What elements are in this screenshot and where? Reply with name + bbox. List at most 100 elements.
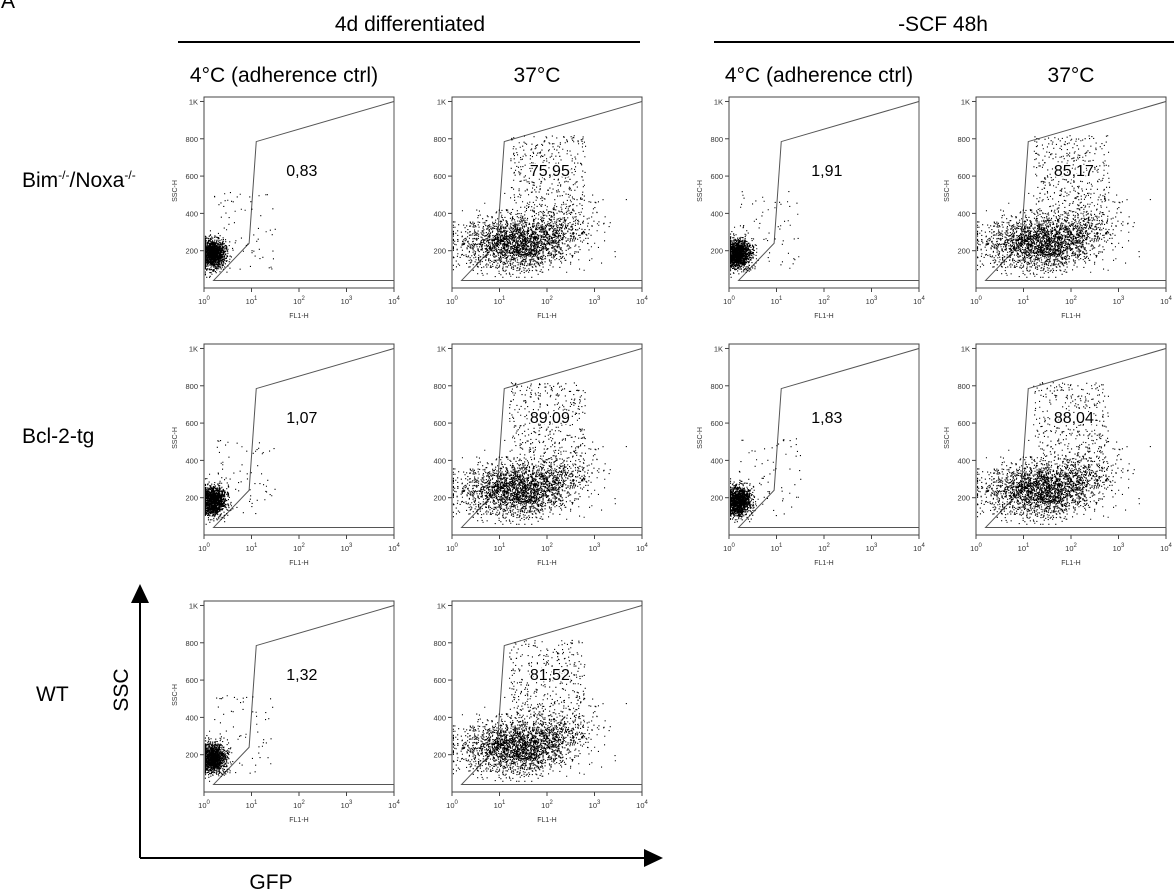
x-tick-label: 102 (541, 800, 553, 810)
y-axis-label: SSC-H (697, 180, 704, 202)
y-tick-label: 800 (710, 382, 723, 391)
scatter-plot-7: 200 400 600 800 1K 100 101 102 103 104 FL1-H SSC-H 1… (697, 343, 926, 567)
y-tick-label: 800 (433, 382, 446, 391)
y-tick-label: 1K (961, 344, 970, 353)
x-tick-label: 103 (866, 296, 878, 306)
x-axis-label: FL1-H (537, 560, 556, 567)
x-tick-label: 103 (341, 296, 353, 306)
y-tick-label: 1K (437, 601, 446, 610)
y-tick-label: 400 (957, 209, 970, 218)
y-tick-label: 600 (185, 419, 198, 428)
scatter-plot-2: 200 400 600 800 1K 100 101 102 103 104 FL1-H 75,95 (433, 96, 649, 320)
x-tick-label: 103 (866, 543, 878, 553)
x-tick-label: 104 (1160, 543, 1172, 553)
scatter-dots (204, 440, 276, 525)
gate-outline (737, 100, 920, 282)
y-tick-label: 200 (185, 494, 198, 503)
x-tick-label: 104 (913, 543, 925, 553)
x-tick-label: 103 (341, 543, 353, 553)
y-axis-label: SSC-H (172, 180, 179, 202)
plot-frame (203, 343, 395, 536)
row-label-wt: WT (36, 683, 69, 706)
y-tick-label: 200 (957, 494, 970, 503)
plot-frame (203, 600, 395, 793)
y-tick-label: 800 (185, 382, 198, 391)
y-tick-label: 600 (710, 172, 723, 181)
scatter-dots (204, 695, 274, 782)
x-axis-label: FL1-H (537, 817, 556, 824)
panel-letter: A (1, 0, 15, 13)
x-tick-label: 104 (636, 800, 648, 810)
y-tick-label: 600 (957, 172, 970, 181)
scatter-plot-1: 200 400 600 800 1K 100 101 102 103 104 FL1-H SSC-H 0… (172, 96, 401, 320)
y-tick-label: 400 (185, 713, 198, 722)
plot-frame (728, 343, 920, 536)
scatter-dots (977, 135, 1151, 278)
x-tick-label: 103 (1113, 296, 1125, 306)
plot-frame (728, 96, 920, 289)
y-tick-label: 200 (710, 494, 723, 503)
x-tick-label: 102 (293, 800, 305, 810)
x-tick-label: 101 (771, 543, 783, 553)
x-tick-label: 104 (388, 543, 400, 553)
y-axis-label: SSC-H (172, 427, 179, 449)
y-tick-label: 400 (710, 209, 723, 218)
y-tick-label: 600 (710, 419, 723, 428)
scatter-plot-9: 200 400 600 800 1K 100 101 102 103 104 FL1-H SSC-H 1… (172, 600, 401, 824)
y-axis-label: SSC-H (697, 427, 704, 449)
x-tick-label: 101 (1018, 543, 1030, 553)
scatter-plot-3: 200 400 600 800 1K 100 101 102 103 104 FL1-H SSC-H 1… (697, 96, 926, 320)
x-arrow-head (644, 849, 663, 867)
y-tick-label: 600 (433, 419, 446, 428)
x-tick-label: 100 (970, 543, 982, 553)
x-tick-label: 103 (1113, 543, 1125, 553)
x-tick-label: 100 (198, 543, 210, 553)
condition-header-3: 4°C (adherence ctrl) (725, 64, 913, 87)
y-tick-label: 600 (433, 172, 446, 181)
gate-outline (737, 347, 920, 529)
y-tick-label: 800 (957, 382, 970, 391)
gate-percent-label: 81,52 (530, 667, 570, 684)
x-tick-label: 102 (541, 543, 553, 553)
plot-frame (451, 343, 643, 536)
x-tick-label: 104 (1160, 296, 1172, 306)
gate-percent-label: 1,32 (286, 667, 317, 684)
row-label-noxa: /Noxa (70, 169, 125, 192)
y-tick-label: 600 (185, 172, 198, 181)
scatter-plot-4: 200 400 600 800 1K 100 101 102 103 104 FL1-H SSC-H 8… (944, 96, 1173, 320)
row-label-bim-noxa: Bim-/-/Noxa-/- (22, 168, 136, 192)
y-tick-label: 400 (433, 209, 446, 218)
gate-percent-label: 88,04 (1054, 410, 1094, 427)
x-tick-label: 100 (970, 296, 982, 306)
y-tick-label: 200 (957, 247, 970, 256)
x-axis-label: FL1-H (537, 313, 556, 320)
x-tick-label: 103 (589, 296, 601, 306)
x-tick-label: 100 (446, 800, 458, 810)
y-tick-label: 600 (433, 676, 446, 685)
big-axes (131, 584, 663, 867)
gate-percent-label: 0,83 (286, 163, 317, 180)
x-tick-label: 103 (589, 543, 601, 553)
x-tick-label: 101 (494, 800, 506, 810)
x-tick-label: 101 (494, 543, 506, 553)
gate-percent-label: 85,17 (1054, 163, 1094, 180)
x-tick-label: 100 (198, 296, 210, 306)
big-x-label: GFP (249, 871, 292, 894)
scatter-dots (977, 382, 1151, 525)
x-tick-label: 101 (1018, 296, 1030, 306)
y-tick-label: 600 (185, 676, 198, 685)
condition-header-2: 37°C (514, 64, 561, 87)
y-tick-label: 400 (433, 456, 446, 465)
y-tick-label: 200 (185, 751, 198, 760)
x-tick-label: 101 (246, 800, 258, 810)
y-tick-label: 800 (185, 135, 198, 144)
x-tick-label: 102 (541, 296, 553, 306)
y-tick-label: 800 (710, 135, 723, 144)
scatter-dots (730, 438, 802, 523)
row-label-noxa-sup: -/- (124, 168, 135, 182)
scatter-plot-8: 200 400 600 800 1K 100 101 102 103 104 FL1-H SSC-H 8… (944, 343, 1173, 567)
x-tick-label: 100 (446, 543, 458, 553)
y-tick-label: 800 (433, 639, 446, 648)
y-tick-label: 400 (710, 456, 723, 465)
x-axis-label: FL1-H (289, 313, 308, 320)
